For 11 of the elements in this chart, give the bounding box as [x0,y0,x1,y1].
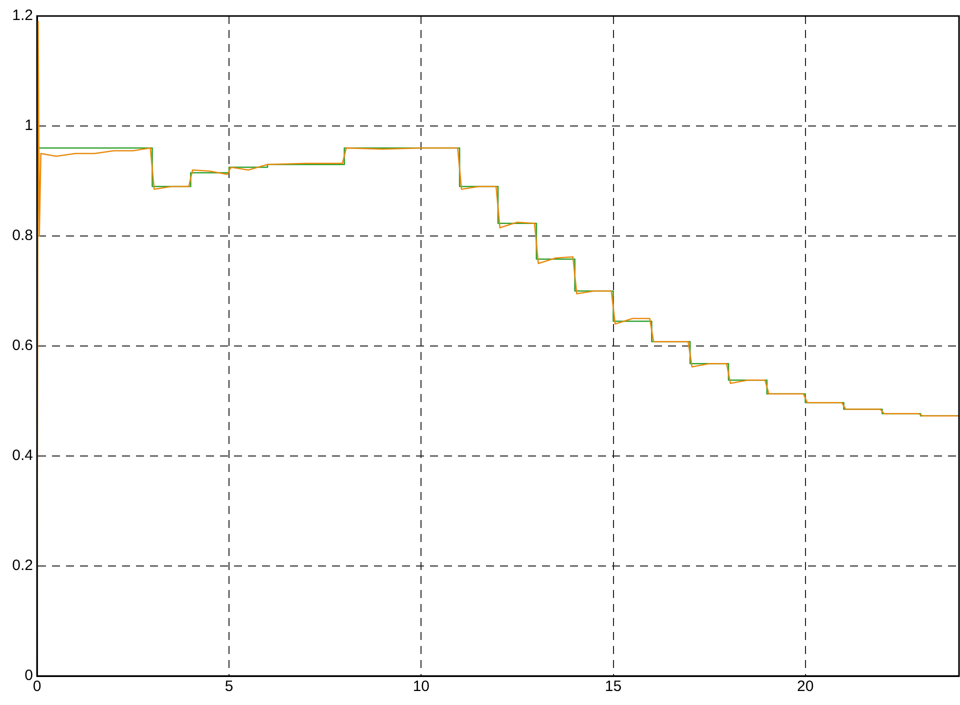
y-tick-label: 0.6 [12,337,33,354]
y-tick-label: 1.2 [12,7,33,24]
y-tick-label: 1 [24,117,33,134]
y-tick-label: 0.8 [12,227,33,244]
x-tick-label: 5 [224,678,234,696]
x-tick-label: 10 [412,678,430,696]
y-tick-label: 0 [24,667,33,684]
y-tick-label: 0.4 [12,447,33,464]
y-tick-label: 0.2 [12,557,33,574]
x-tick-label: 20 [796,678,814,696]
x-tick-label: 15 [604,678,622,696]
